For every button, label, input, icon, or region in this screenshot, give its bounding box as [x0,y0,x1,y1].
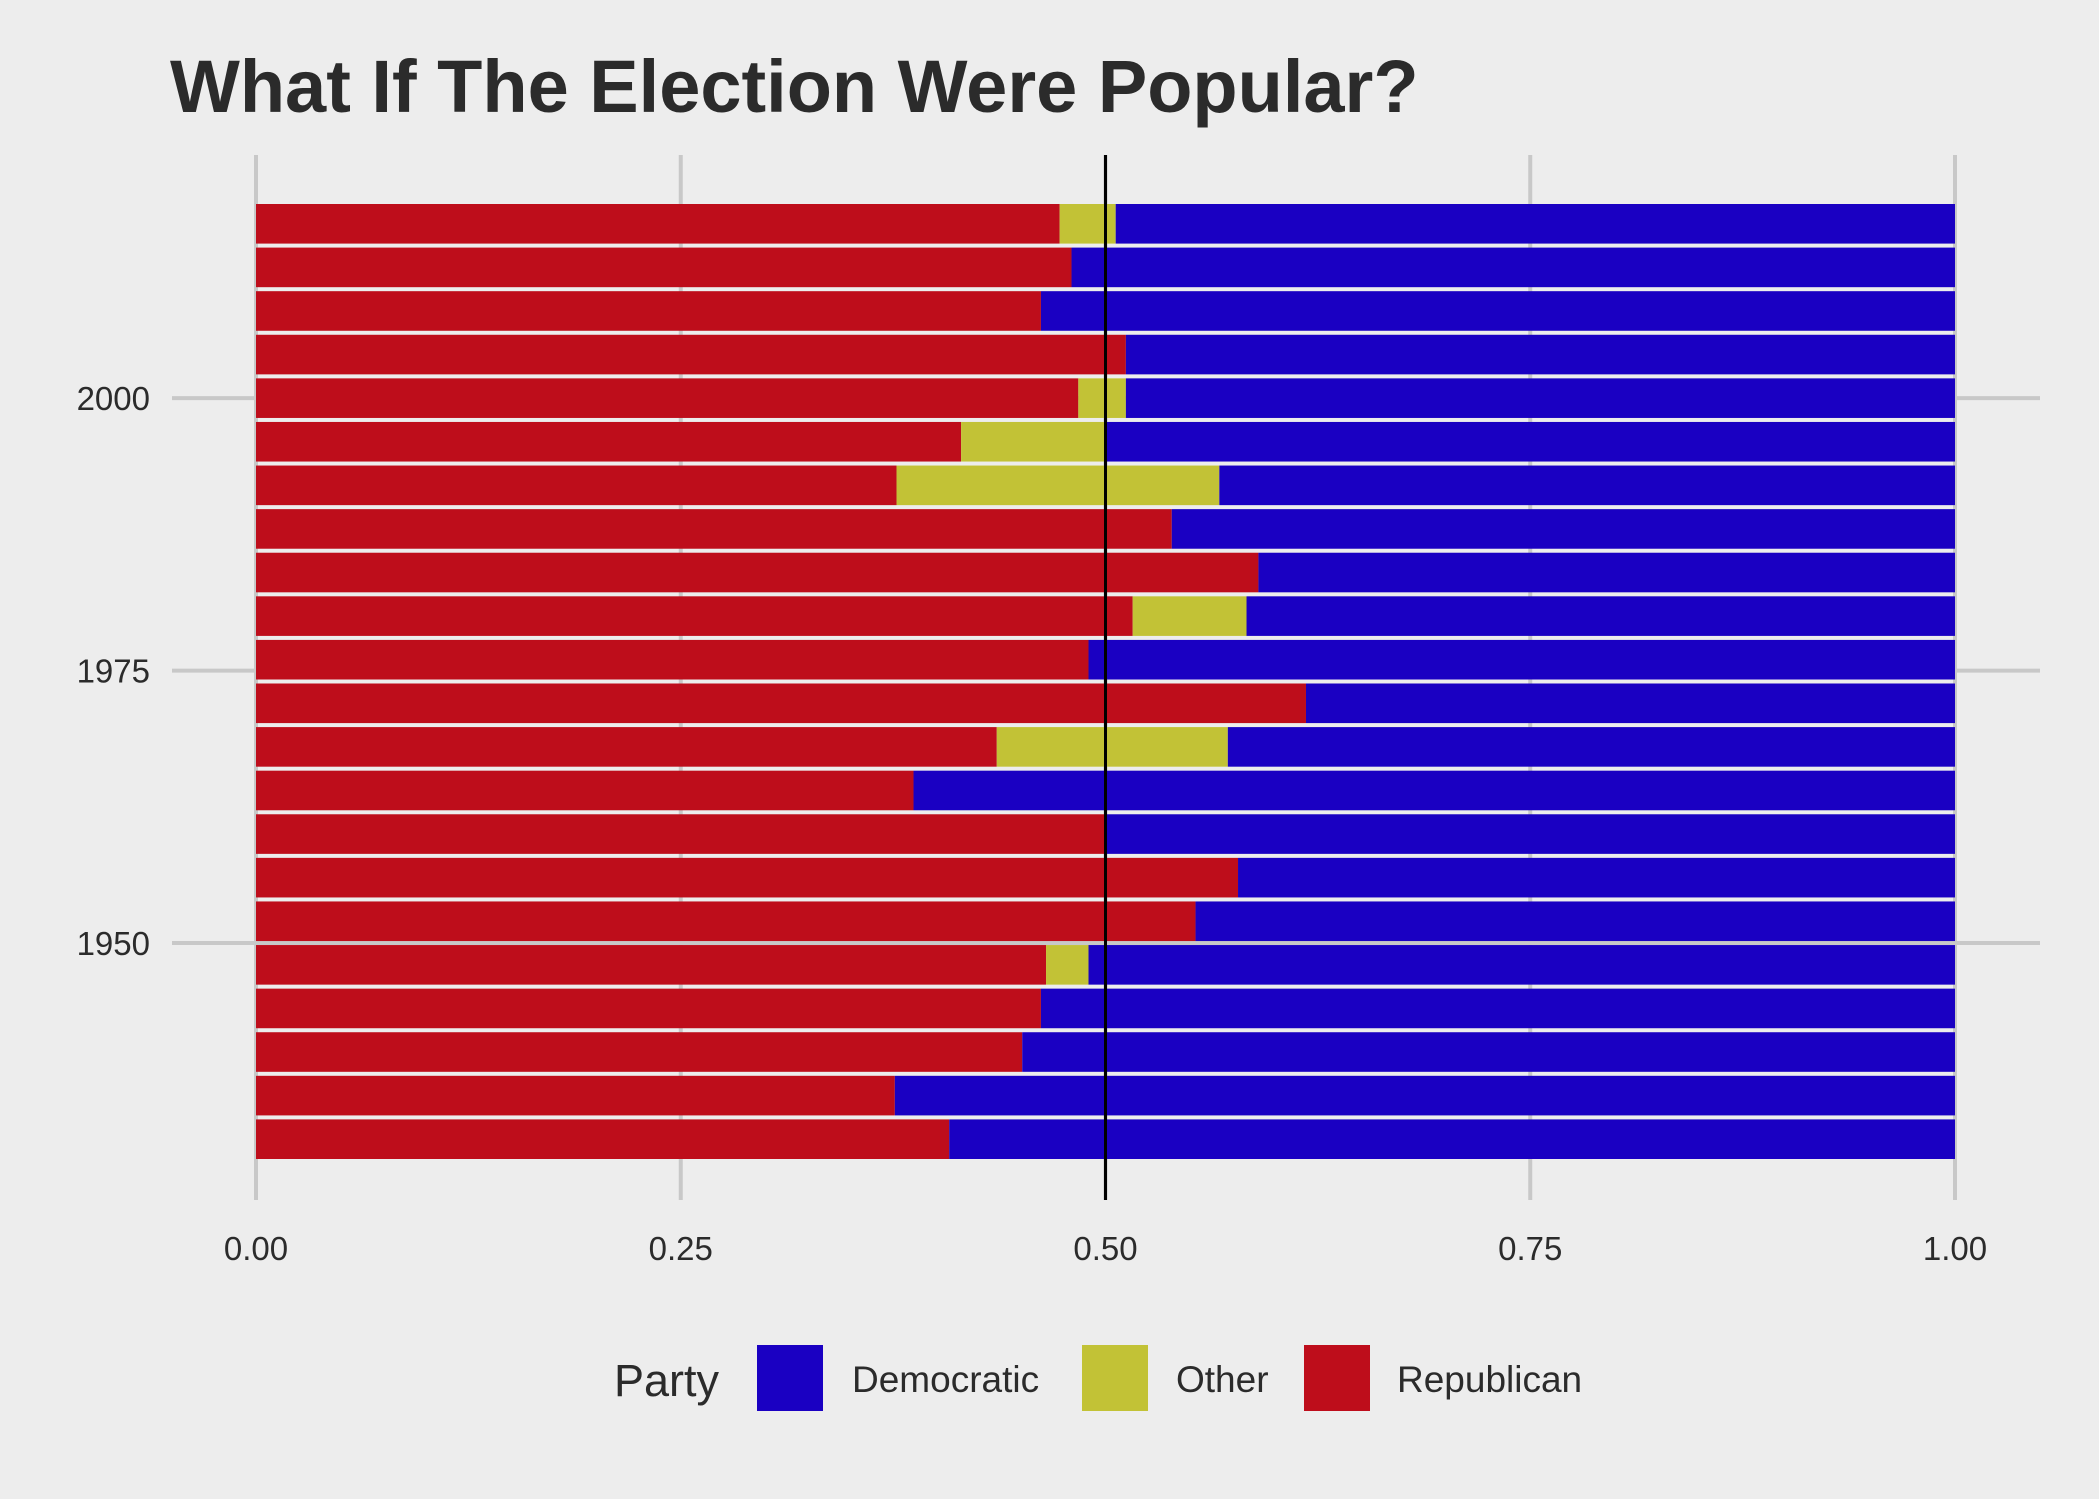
bar-democratic-1944 [1040,988,1955,1029]
bar-other-2000 [1078,378,1126,418]
bar-democratic-1984 [1258,552,1955,593]
bar-democratic-1976 [1088,639,1955,680]
bar-republican-2012 [256,247,1072,288]
bar-other-1948 [1046,945,1089,985]
bar-republican-1952 [256,901,1196,942]
bar-republican-1968 [256,727,997,767]
bar-other-1992 [896,465,1220,506]
bar-democratic-2008 [1040,291,1955,331]
bar-other-1980 [1132,596,1247,636]
bar-other-1996 [961,421,1106,462]
bar-republican-1956 [256,857,1239,898]
bar-other-1968 [996,727,1228,767]
bar-republican-1996 [256,421,962,462]
bar-democratic-1992 [1219,465,1955,506]
bar-democratic-1948 [1088,945,1955,985]
legend-label-republican: Republican [1397,1359,1582,1400]
axes: 0.00 0.25 0.50 0.75 1.00 1950 1975 2000 [77,380,1988,1267]
bar-democratic-1956 [1238,857,1955,898]
bar-democratic-1996 [1105,421,1955,462]
legend-title: Party [614,1355,720,1406]
bar-republican-1940 [256,1032,1023,1072]
legend-key-other [1082,1345,1148,1411]
bar-democratic-1972 [1305,683,1955,724]
legend-key-republican [1304,1345,1370,1411]
bar-republican-1936 [256,1075,895,1116]
bar-republican-2000 [256,378,1079,418]
y-tick-label: 2000 [77,380,150,417]
bar-republican-1964 [256,770,914,811]
bar-republican-1960 [256,814,1106,854]
bar-democratic-1932 [949,1119,1955,1159]
bar-democratic-2000 [1125,378,1955,418]
legend-label-other: Other [1176,1359,1269,1400]
bar-democratic-1936 [894,1075,1955,1116]
bar-democratic-1960 [1105,814,1955,854]
bar-republican-2008 [256,291,1041,331]
x-tick-label: 1.00 [1923,1230,1987,1267]
bars [256,204,1956,1159]
bar-republican-1980 [256,596,1133,636]
bar-republican-1976 [256,639,1089,680]
bar-republican-2016 [256,204,1060,244]
bar-republican-1992 [256,465,897,506]
bar-democratic-2004 [1125,334,1955,375]
bar-democratic-2012 [1071,247,1955,288]
bar-republican-1984 [256,552,1259,593]
bar-republican-2004 [256,334,1126,375]
bar-republican-1948 [256,945,1047,985]
bar-republican-1944 [256,988,1041,1029]
y-tick-label: 1975 [77,653,150,690]
bar-democratic-1988 [1171,509,1955,549]
x-tick-label: 0.75 [1498,1230,1562,1267]
bar-democratic-1940 [1022,1032,1955,1072]
legend: Party Democratic Other Republican [614,1345,1582,1411]
bar-democratic-1980 [1246,596,1955,636]
bar-democratic-1952 [1195,901,1955,942]
legend-key-democratic [757,1345,823,1411]
x-tick-label: 0.25 [649,1230,713,1267]
bar-republican-1972 [256,683,1306,724]
legend-label-democratic: Democratic [852,1359,1039,1400]
bar-democratic-1968 [1227,727,1955,767]
bar-republican-1988 [256,509,1172,549]
bar-republican-1932 [256,1119,950,1159]
x-tick-label: 0.50 [1073,1230,1137,1267]
bar-democratic-1964 [913,770,1956,811]
bar-other-2016 [1059,204,1116,244]
x-tick-label: 0.00 [224,1230,288,1267]
y-tick-label: 1950 [77,925,150,962]
chart-title: What If The Election Were Popular? [170,45,1419,128]
bar-democratic-2016 [1115,204,1955,244]
